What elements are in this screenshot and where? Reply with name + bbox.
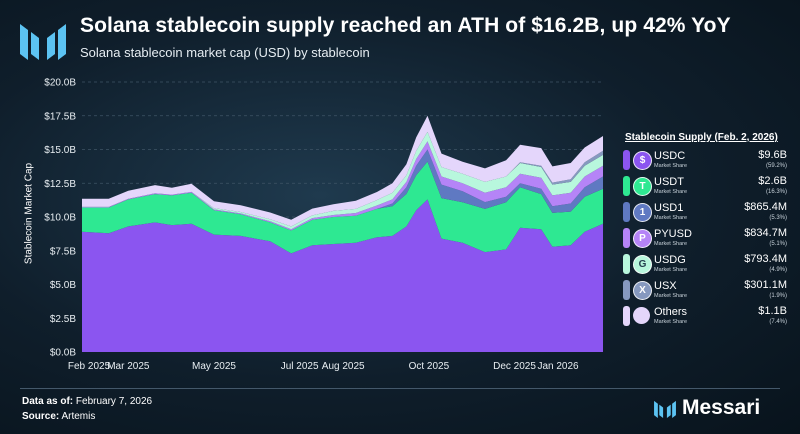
legend-value: $301.1M <box>744 279 787 291</box>
y-tick-label: $7.5B <box>50 246 76 257</box>
legend-swatch <box>623 228 630 248</box>
messari-logo-icon <box>20 24 66 60</box>
x-tick-label: Dec 2025 <box>493 361 536 372</box>
x-tick-label: Aug 2025 <box>322 361 365 372</box>
data-as-of: Data as of: February 7, 2026 <box>22 396 152 407</box>
legend-swatch <box>623 306 630 326</box>
area-layer <box>82 115 603 352</box>
legend-name: USD1 <box>654 202 684 214</box>
others-icon <box>633 307 650 324</box>
messari-mark-icon <box>654 400 676 418</box>
legend-items: $ USDC Market Share $9.6B (59.2%) T USDT Market… <box>623 148 793 330</box>
legend-value: $834.7M <box>744 227 787 239</box>
market-share-label: Market Share <box>654 215 688 221</box>
legend-title: Stablecoin Supply (Feb. 2, 2026) <box>625 132 778 143</box>
market-share-label: Market Share <box>654 163 688 169</box>
area-series-pyusd <box>82 141 603 231</box>
legend-name: PYUSD <box>654 228 692 240</box>
market-share-label: Market Share <box>654 267 688 273</box>
legend-name: USDT <box>654 176 684 188</box>
usx-icon: X <box>633 281 652 300</box>
usd1-icon: 1 <box>633 203 652 222</box>
legend-name: USDC <box>654 150 686 162</box>
y-tick-label: $17.5B <box>44 111 76 122</box>
y-tick-label: $0.0B <box>50 348 76 359</box>
chart-title: Solana stablecoin supply reached an ATH … <box>80 14 731 37</box>
footer-divider <box>20 388 780 389</box>
market-share-label: Market Share <box>654 241 688 247</box>
y-tick-label: $10.0B <box>44 213 76 224</box>
brand-name: Messari <box>682 396 761 419</box>
legend-swatch <box>623 280 630 300</box>
area-series-usdt <box>82 161 603 254</box>
legend-value: $9.6B <box>758 149 787 161</box>
legend-value: $2.6B <box>758 175 787 187</box>
area-series-others <box>82 115 603 227</box>
legend-share: (1.9%) <box>769 293 787 299</box>
legend-item-others: Others Market Share $1.1B (7.4%) <box>623 304 791 330</box>
market-share-label: Market Share <box>654 319 688 325</box>
legend-swatch <box>623 254 630 274</box>
data-as-of-value: February 7, 2026 <box>75 396 153 407</box>
chart-subtitle: Solana stablecoin market cap (USD) by st… <box>80 45 370 60</box>
legend-item-usdt: T USDT Market Share $2.6B (16.3%) <box>623 174 791 200</box>
x-tick-label: Feb 2025 <box>68 361 111 372</box>
legend-value: $865.4M <box>744 201 787 213</box>
area-series-usdg <box>82 131 603 230</box>
legend-item-usdc: $ USDC Market Share $9.6B (59.2%) <box>623 148 791 174</box>
paypal-icon: P <box>633 229 652 248</box>
legend-value: $793.4M <box>744 253 787 265</box>
y-tick-label: $5.0B <box>50 280 76 291</box>
tether-icon: T <box>633 177 652 196</box>
legend-item-usd1: 1 USD1 Market Share $865.4M (5.3%) <box>623 200 791 226</box>
legend-share: (59.2%) <box>765 163 787 169</box>
legend-value: $1.1B <box>758 305 787 317</box>
legend-share: (4.9%) <box>769 267 787 273</box>
source: Source: Artemis <box>22 411 95 422</box>
source-value: Artemis <box>61 411 96 422</box>
market-share-label: Market Share <box>654 293 688 299</box>
area-series-usdc <box>82 199 603 352</box>
legend-name: USDG <box>654 254 686 266</box>
legend-share: (5.3%) <box>769 215 787 221</box>
legend-share: (7.4%) <box>769 319 787 325</box>
legend-name: USX <box>654 280 677 292</box>
source-label: Source: <box>22 411 60 422</box>
legend-share: (5.1%) <box>769 241 787 247</box>
legend-item-pyusd: P PYUSD Market Share $834.7M (5.1%) <box>623 226 791 252</box>
y-tick-label: $2.5B <box>50 314 76 325</box>
x-tick-label: Jul 2025 <box>281 361 319 372</box>
y-tick-label: $20.0B <box>44 78 76 89</box>
legend-swatch <box>623 150 630 170</box>
legend-swatch <box>623 176 630 196</box>
legend-swatch <box>623 202 630 222</box>
data-as-of-label: Data as of: <box>22 396 74 407</box>
legend-name: Others <box>654 306 688 318</box>
y-tick-label: $15.0B <box>44 145 76 156</box>
x-tick-label: May 2025 <box>192 361 236 372</box>
legend-item-usx: X USX Market Share $301.1M (1.9%) <box>623 278 791 304</box>
market-share-label: Market Share <box>654 189 688 195</box>
x-tick-label: Jan 2026 <box>537 361 579 372</box>
x-tick-label: Mar 2025 <box>107 361 150 372</box>
x-tick-label: Oct 2025 <box>409 361 450 372</box>
legend: Stablecoin Supply (Feb. 2, 2026) $ USDC Ma… <box>623 132 793 330</box>
usdg-icon: G <box>633 255 652 274</box>
legend-item-usdg: G USDG Market Share $793.4M (4.9%) <box>623 252 791 278</box>
usdc-dollar-icon: $ <box>633 151 652 170</box>
y-tick-layer: $0.0B $2.5B $5.0B $7.5B $10.0B $12.5B $15.0B $1… <box>44 78 76 359</box>
y-tick-label: $12.5B <box>44 179 76 190</box>
legend-share: (16.3%) <box>765 189 787 195</box>
